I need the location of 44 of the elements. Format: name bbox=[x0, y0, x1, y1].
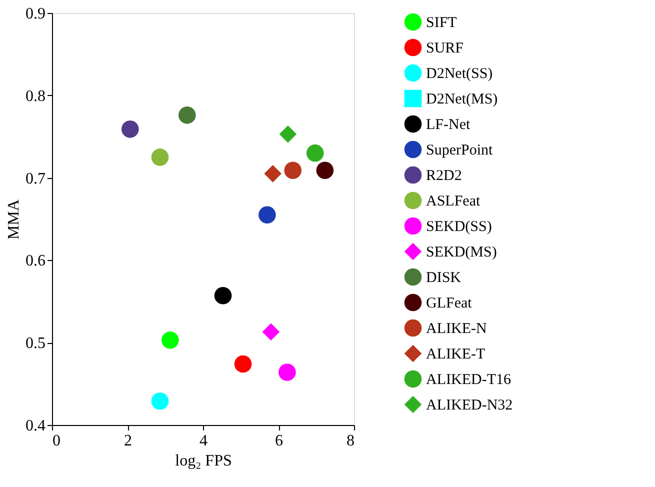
legend-label: D2Net(SS) bbox=[426, 66, 493, 82]
y-axis-title: MMA bbox=[6, 199, 22, 240]
legend-label: SEKD(MS) bbox=[426, 244, 497, 260]
point bbox=[264, 165, 282, 182]
y-tick-label: 0.5 bbox=[26, 335, 46, 352]
point bbox=[151, 148, 169, 166]
point bbox=[306, 144, 324, 162]
legend-label: ASLFeat bbox=[426, 194, 481, 210]
point bbox=[151, 392, 169, 410]
point bbox=[262, 323, 280, 341]
y-tick-label: 0.6 bbox=[26, 252, 46, 270]
point bbox=[279, 125, 297, 143]
point bbox=[214, 286, 232, 304]
legend-label: GLFeat bbox=[426, 296, 473, 312]
legend-label: D2Net(MS) bbox=[426, 92, 498, 108]
x-tick-label: 2 bbox=[124, 432, 132, 450]
x-tick-label: 4 bbox=[200, 432, 208, 450]
y-tick-label: 0.4 bbox=[26, 418, 46, 434]
x-axis-title: log₂ FPS bbox=[175, 452, 232, 470]
legend-label: ALIKE-T bbox=[426, 346, 486, 362]
point bbox=[278, 364, 296, 381]
x-tick-label: 0 bbox=[52, 432, 60, 450]
legend-label: SIFT bbox=[426, 15, 457, 31]
legend-label: ALIKED-N32 bbox=[426, 398, 513, 414]
legend-label: SEKD(SS) bbox=[426, 219, 492, 235]
legend-label: DISK bbox=[426, 270, 462, 286]
legend-label: SuperPoint bbox=[426, 142, 494, 158]
x-tick-label: 6 bbox=[275, 432, 283, 450]
y-tick-label: 0.7 bbox=[26, 170, 46, 188]
point bbox=[162, 331, 179, 349]
point bbox=[258, 206, 276, 224]
point bbox=[316, 162, 334, 180]
legend-label: ALIKE-N bbox=[426, 321, 487, 337]
legend-label: SURF bbox=[426, 40, 464, 56]
legend-label: R2D2 bbox=[426, 168, 462, 184]
point bbox=[178, 106, 196, 124]
point bbox=[121, 120, 139, 138]
point bbox=[284, 162, 302, 180]
y-tick-label: 0.8 bbox=[26, 88, 46, 105]
legend-label: LF-Net bbox=[426, 117, 471, 133]
point bbox=[234, 355, 252, 373]
x-tick-label: 8 bbox=[346, 432, 354, 450]
legend-label: ALIKED-T16 bbox=[426, 372, 512, 388]
y-tick-label: 0.9 bbox=[26, 6, 46, 22]
